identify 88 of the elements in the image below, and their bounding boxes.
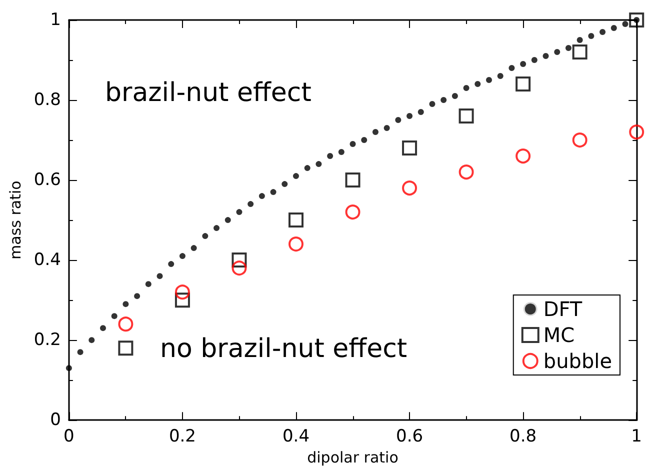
point (179, 253, 186, 260)
point (236, 209, 242, 216)
point (118, 316, 134, 332)
point (338, 149, 344, 156)
point (258, 193, 265, 200)
point (118, 340, 134, 356)
point (542, 53, 549, 60)
point (572, 44, 588, 60)
point (270, 189, 276, 196)
legend-label: DFT (543, 297, 583, 321)
point (304, 165, 310, 172)
point (440, 97, 447, 104)
point (554, 49, 560, 56)
point (288, 236, 304, 252)
point (174, 292, 190, 308)
point (629, 124, 644, 140)
legend-label: bubble (543, 349, 612, 373)
point (345, 204, 360, 220)
point (531, 57, 538, 64)
point (190, 245, 197, 252)
point (350, 141, 356, 148)
point (463, 85, 470, 92)
point (77, 349, 84, 356)
point (516, 76, 531, 92)
point (174, 284, 190, 300)
y-tick-label: 0.2 (34, 330, 61, 350)
point (402, 140, 418, 156)
point (134, 293, 140, 300)
point (588, 33, 594, 39)
point (111, 313, 118, 320)
point (402, 180, 418, 196)
point (458, 108, 474, 124)
y-tick-label: 0.8 (34, 90, 61, 110)
y-tick-label: 0.6 (34, 170, 61, 190)
point (508, 65, 515, 72)
point (145, 281, 152, 288)
point (600, 29, 606, 35)
point (168, 261, 174, 268)
x-tick-label: 1 (631, 426, 642, 447)
point (418, 109, 424, 116)
point (202, 233, 208, 240)
point (372, 129, 378, 136)
point (232, 260, 247, 276)
point (345, 172, 360, 188)
point (458, 164, 474, 180)
point (395, 117, 402, 124)
point (100, 325, 106, 332)
x-axis-title: dipolar ratio (307, 448, 398, 466)
point (486, 77, 492, 84)
x-tick-label: 0.8 (510, 426, 537, 447)
y-tick-label: 0 (50, 410, 61, 430)
point (293, 173, 299, 180)
annotation: brazil-nut effect (105, 78, 312, 108)
point (156, 273, 163, 280)
point (576, 37, 583, 44)
point (288, 212, 304, 228)
x-tick-label: 0 (64, 426, 74, 447)
point (622, 21, 628, 27)
x-tick-label: 0.2 (168, 426, 196, 447)
y-tick-label: 0.4 (34, 250, 61, 270)
point (474, 81, 481, 88)
point (232, 252, 247, 268)
x-tick-label: 0.6 (396, 426, 424, 447)
point (429, 101, 436, 108)
point (327, 153, 334, 160)
point (316, 161, 322, 168)
point (248, 201, 254, 208)
point (565, 45, 572, 52)
point (122, 301, 129, 308)
point (361, 137, 368, 144)
point (610, 25, 617, 31)
y-axis-title: mass ratio (6, 180, 24, 260)
point (66, 365, 72, 372)
annotation: no brazil-nut effect (160, 334, 408, 364)
point (497, 73, 504, 80)
point (282, 181, 288, 188)
point (572, 132, 588, 148)
point (214, 225, 220, 232)
point (516, 148, 531, 164)
point (88, 337, 95, 344)
legend-label: MC (543, 323, 575, 347)
point (452, 93, 458, 100)
y-tick-label: 1 (50, 10, 61, 30)
x-tick-label: 0.4 (282, 426, 310, 447)
point (406, 113, 413, 120)
point (384, 125, 390, 132)
point (520, 61, 526, 68)
point (224, 217, 231, 224)
